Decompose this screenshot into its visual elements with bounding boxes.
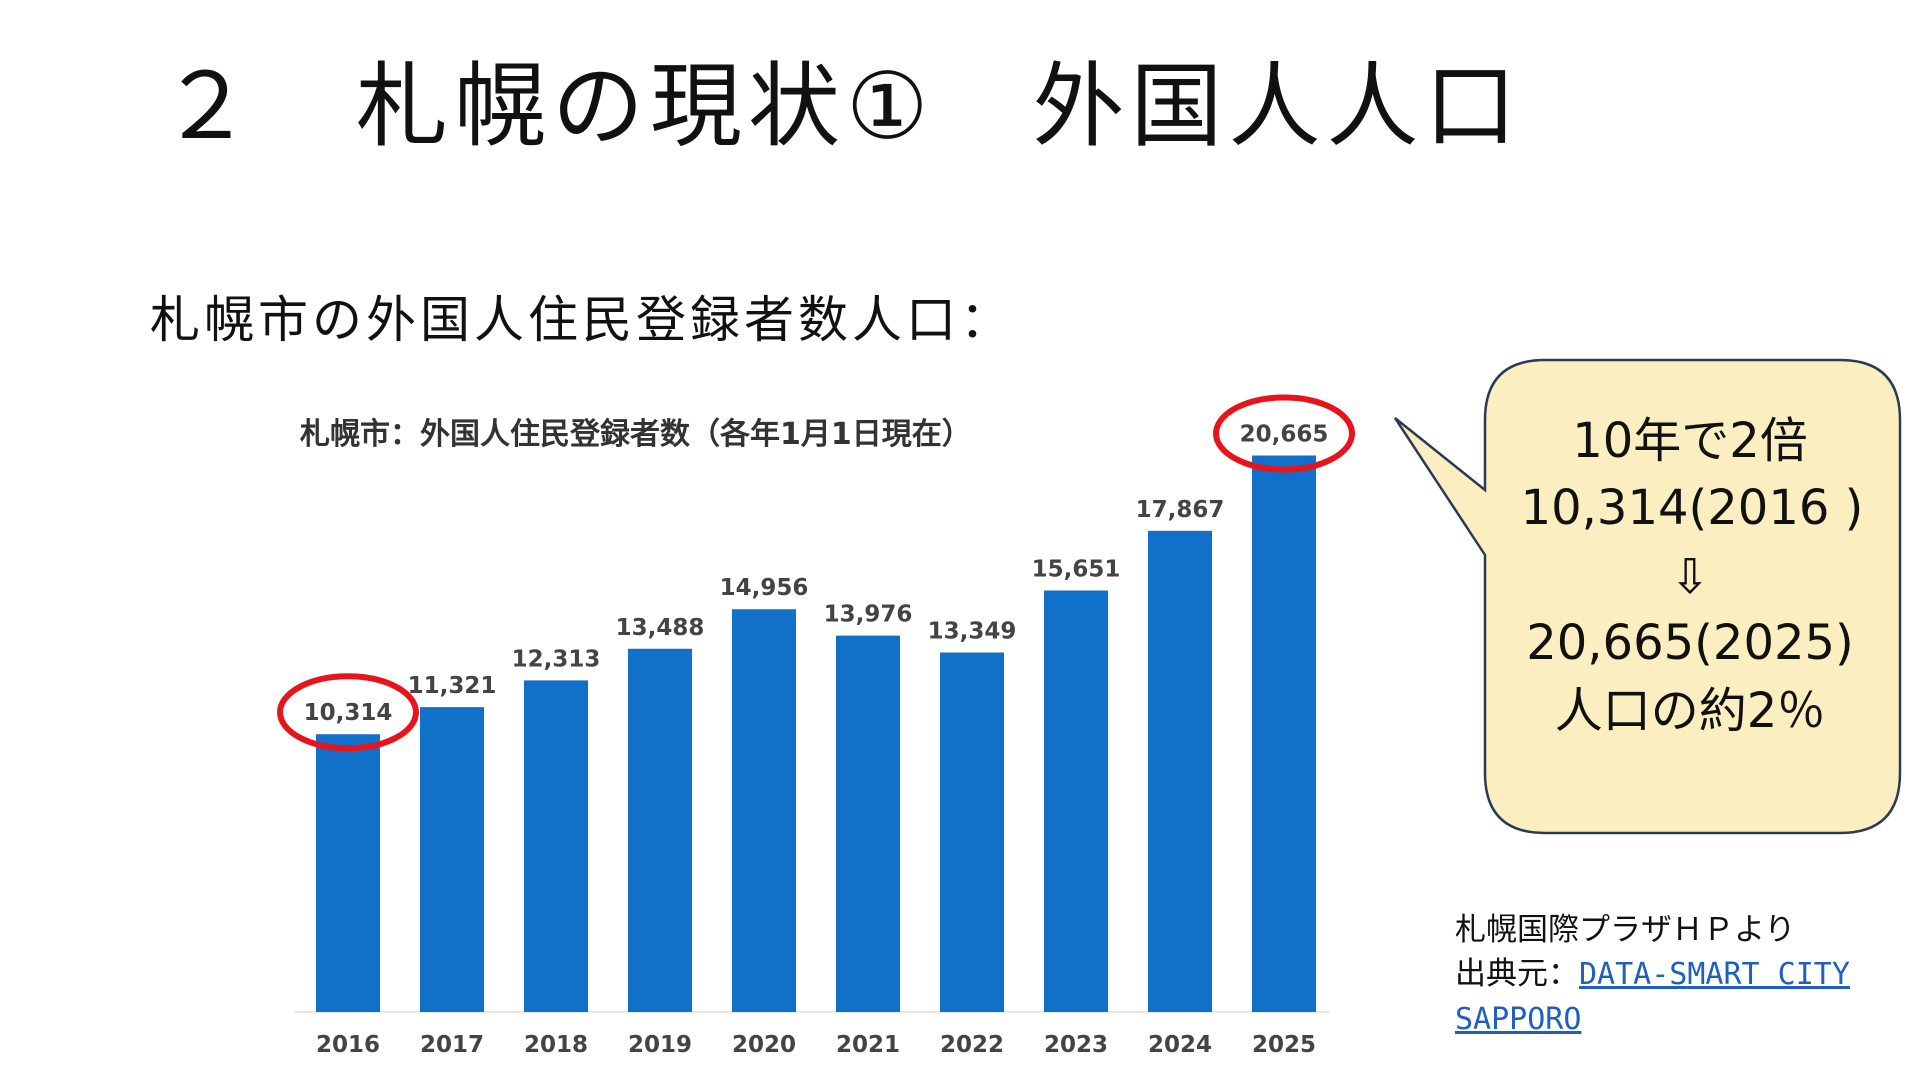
slide-subtitle: 札幌市の外国人住民登録者数人口： — [150, 291, 1014, 349]
bar-2022 — [940, 652, 1004, 1012]
callout-line-5: 人口の約2％ — [1555, 683, 1826, 739]
bar-2021 — [836, 635, 900, 1012]
source-line-1: 札幌国際プラザＨＰより — [1455, 912, 1796, 948]
x-tick-2021: 2021 — [836, 1032, 900, 1058]
value-label-2020: 14,956 — [720, 575, 809, 601]
highlight-ellipse-2016 — [277, 673, 419, 752]
bar-2020 — [732, 609, 796, 1012]
x-tick-2024: 2024 — [1148, 1032, 1212, 1058]
value-label-2021: 13,976 — [824, 602, 913, 628]
value-label-2019: 13,488 — [616, 615, 705, 641]
bars-group — [316, 455, 1316, 1012]
highlight-ellipse-2025 — [1213, 394, 1355, 473]
highlight-ellipses-group — [277, 394, 1355, 752]
x-ticks-group: 2016 2017 2018 2019 2020 2021 2022 2023 2024 2025 — [316, 1032, 1316, 1058]
chart-title: 札幌市：外国人住民登録者数（各年1月1日現在） — [300, 417, 972, 452]
bar-2016 — [316, 734, 380, 1012]
x-tick-2022: 2022 — [940, 1032, 1004, 1058]
bar-2025 — [1252, 455, 1316, 1012]
value-label-2018: 12,313 — [512, 646, 601, 672]
x-tick-2017: 2017 — [420, 1032, 484, 1058]
source-line-2: 出典元：DATA-SMART CITY — [1455, 952, 1850, 997]
source-line-3: SAPPORO — [1455, 997, 1850, 1042]
value-label-2024: 17,867 — [1136, 497, 1225, 523]
bar-2023 — [1044, 590, 1108, 1012]
source-link-continued[interactable]: SAPPORO — [1455, 1002, 1582, 1037]
bar-2024 — [1148, 530, 1212, 1012]
callout-arrow: ⇩ — [1670, 549, 1710, 605]
bar-2017 — [420, 707, 484, 1012]
callout-bubble: 10年で2倍 10,314(2016 ) ⇩ 20,665(2025) 人口の約… — [1393, 358, 1902, 835]
slide-title: ２ 札幌の現状① 外国人人口 — [160, 53, 1523, 160]
bar-2018 — [524, 680, 588, 1012]
callout-shape — [1393, 358, 1902, 835]
x-tick-2020: 2020 — [732, 1032, 796, 1058]
callout-line-2: 10,314(2016 ) — [1521, 480, 1864, 536]
value-label-2022: 13,349 — [928, 619, 1017, 645]
x-tick-2025: 2025 — [1252, 1032, 1316, 1058]
x-tick-2023: 2023 — [1044, 1032, 1108, 1058]
x-tick-2019: 2019 — [628, 1032, 692, 1058]
value-label-2017: 11,321 — [408, 673, 497, 699]
value-label-2023: 15,651 — [1032, 557, 1121, 583]
value-label-2025: 20,665 — [1240, 421, 1329, 447]
callout-line-4: 20,665(2025) — [1526, 615, 1854, 671]
value-labels-group: 10,314 11,321 12,313 13,488 14,956 13,976 13,3… — [304, 421, 1329, 726]
source-prefix: 出典元： — [1455, 956, 1579, 992]
source-note: 札幌国際プラザＨＰより 出典元：DATA-SMART CITY SAPPORO — [1455, 908, 1850, 1042]
value-label-2016: 10,314 — [304, 700, 393, 726]
source-link[interactable]: DATA-SMART CITY — [1579, 957, 1850, 992]
callout-line-1: 10年で2倍 — [1572, 413, 1808, 469]
x-tick-2016: 2016 — [316, 1032, 380, 1058]
bar-2019 — [628, 648, 692, 1012]
x-tick-2018: 2018 — [524, 1032, 588, 1058]
